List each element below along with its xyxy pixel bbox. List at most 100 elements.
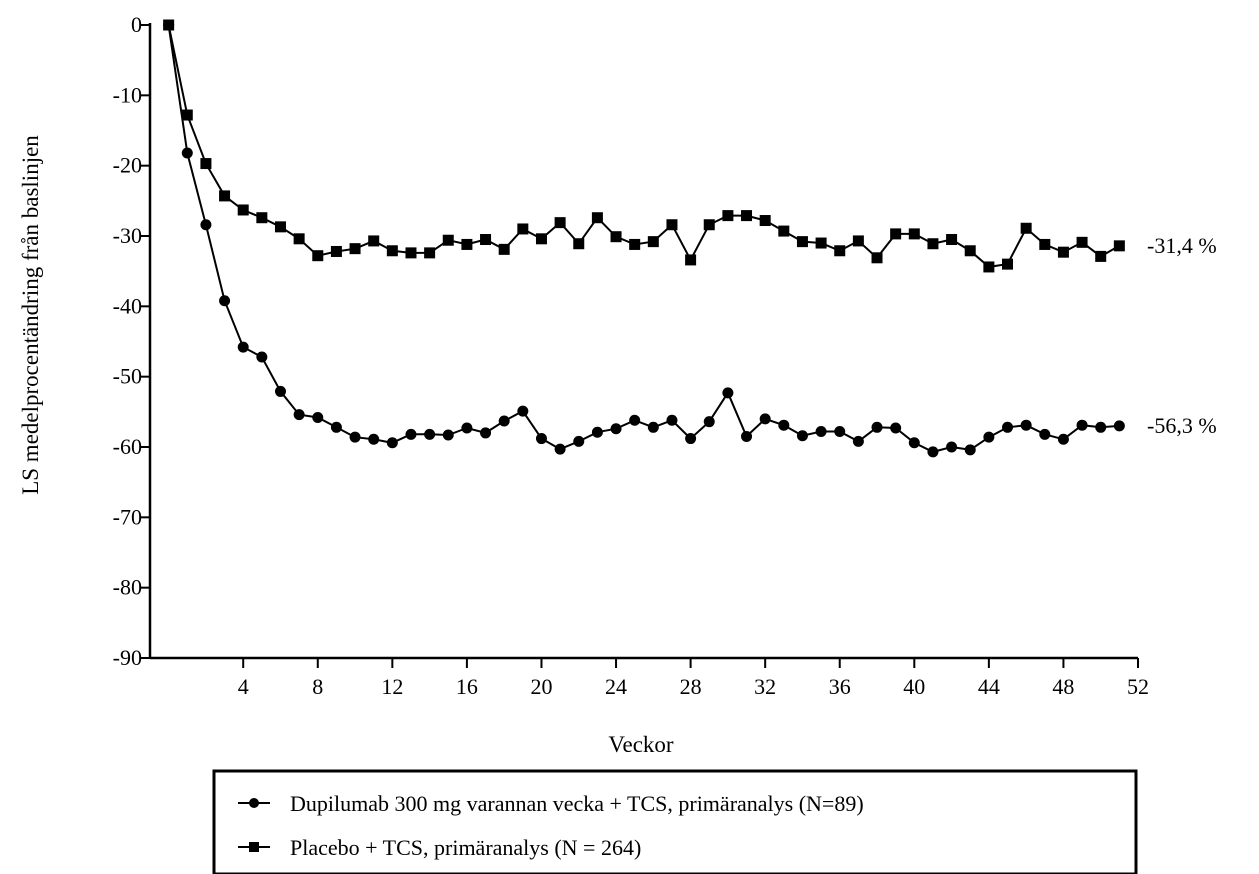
data-point bbox=[778, 225, 790, 237]
y-tick-label: 0 bbox=[131, 12, 142, 37]
x-tick-label: 32 bbox=[754, 674, 776, 699]
x-tick-label: 36 bbox=[829, 674, 851, 699]
data-point bbox=[461, 238, 473, 250]
data-point bbox=[274, 221, 286, 233]
data-point bbox=[480, 234, 492, 246]
legend-box bbox=[212, 769, 1138, 874]
data-point bbox=[554, 217, 566, 229]
x-tick-label: 20 bbox=[530, 674, 552, 699]
data-point bbox=[946, 441, 958, 453]
data-point bbox=[666, 414, 678, 426]
data-point bbox=[983, 261, 995, 273]
data-point bbox=[200, 158, 212, 170]
x-tick-label: 24 bbox=[605, 674, 627, 699]
data-point bbox=[535, 433, 547, 445]
y-tick-label: -70 bbox=[113, 504, 142, 529]
y-ticks: 0 -10 -20 -30 -40 -50 -60 -70 -80 -90 bbox=[113, 12, 150, 670]
data-point bbox=[1113, 420, 1125, 432]
data-point bbox=[293, 233, 305, 245]
series-line bbox=[167, 24, 1120, 268]
data-point bbox=[1002, 258, 1014, 270]
data-point bbox=[722, 210, 734, 222]
data-point bbox=[256, 212, 268, 224]
series-line bbox=[167, 24, 1120, 453]
data-point bbox=[815, 426, 827, 438]
legend-marker-placebo bbox=[249, 842, 259, 852]
x-tick-label: 52 bbox=[1127, 674, 1149, 699]
data-point bbox=[237, 204, 249, 216]
y-tick-label: -10 bbox=[113, 82, 142, 107]
data-point bbox=[1039, 428, 1051, 440]
data-point bbox=[796, 430, 808, 442]
data-point bbox=[759, 413, 771, 425]
y-tick-label: -60 bbox=[113, 434, 142, 459]
legend-marker-dupilumab bbox=[249, 798, 259, 808]
data-point bbox=[610, 231, 622, 243]
data-point bbox=[629, 414, 641, 426]
data-point bbox=[573, 435, 585, 447]
data-point bbox=[778, 419, 790, 431]
data-point bbox=[237, 341, 249, 353]
data-point bbox=[181, 109, 193, 121]
data-point bbox=[927, 446, 939, 458]
data-point bbox=[181, 147, 193, 159]
data-point bbox=[1057, 246, 1069, 258]
data-point bbox=[685, 433, 697, 445]
data-point bbox=[219, 190, 231, 202]
data-point bbox=[1095, 421, 1107, 433]
x-tick-label: 8 bbox=[312, 674, 323, 699]
data-point bbox=[554, 443, 566, 455]
data-point bbox=[852, 435, 864, 447]
series-placebo bbox=[163, 19, 1125, 273]
data-point bbox=[666, 219, 678, 231]
data-point bbox=[386, 437, 398, 449]
data-point bbox=[517, 405, 529, 417]
data-point bbox=[741, 210, 753, 222]
data-point bbox=[1057, 433, 1069, 445]
data-point bbox=[796, 236, 808, 248]
data-point bbox=[1095, 250, 1107, 262]
data-point bbox=[219, 295, 231, 307]
x-tick-label: 48 bbox=[1052, 674, 1074, 699]
x-ticks: 4 8 12 16 20 24 28 32 36 40 44 48 52 bbox=[238, 658, 1149, 699]
y-tick-label: -80 bbox=[113, 575, 142, 600]
data-point bbox=[330, 421, 342, 433]
data-point bbox=[1020, 222, 1032, 234]
data-point bbox=[871, 252, 883, 264]
data-point bbox=[480, 427, 492, 439]
data-point bbox=[591, 426, 603, 438]
data-point bbox=[349, 243, 361, 255]
data-point bbox=[834, 426, 846, 438]
data-point bbox=[852, 235, 864, 247]
data-point bbox=[498, 243, 510, 255]
data-point bbox=[890, 422, 902, 434]
data-point bbox=[424, 247, 436, 259]
data-point bbox=[498, 415, 510, 427]
series-end-label: -31,4 % bbox=[1147, 233, 1217, 258]
y-tick-label: -20 bbox=[113, 153, 142, 178]
data-point bbox=[908, 228, 920, 240]
x-tick-label: 16 bbox=[456, 674, 478, 699]
data-point bbox=[1076, 236, 1088, 248]
data-point bbox=[274, 385, 286, 397]
y-tick-label: -40 bbox=[113, 293, 142, 318]
data-point bbox=[256, 351, 268, 363]
data-point bbox=[163, 19, 175, 31]
legend-label-placebo: Placebo + TCS, primäranalys (N = 264) bbox=[290, 835, 641, 860]
axes bbox=[148, 23, 1138, 660]
data-point bbox=[535, 233, 547, 245]
data-point bbox=[685, 254, 697, 266]
data-point bbox=[871, 421, 883, 433]
y-tick-label: -30 bbox=[113, 223, 142, 248]
data-point bbox=[1002, 421, 1014, 433]
data-point bbox=[312, 411, 324, 423]
data-point bbox=[386, 245, 398, 257]
y-axis-title: LS medelprocentändring från baslinjen bbox=[18, 135, 43, 495]
data-point bbox=[349, 431, 361, 443]
x-tick-label: 4 bbox=[238, 674, 249, 699]
data-point bbox=[834, 245, 846, 257]
data-point bbox=[1076, 419, 1088, 431]
data-point bbox=[405, 428, 417, 440]
data-point bbox=[703, 219, 715, 231]
